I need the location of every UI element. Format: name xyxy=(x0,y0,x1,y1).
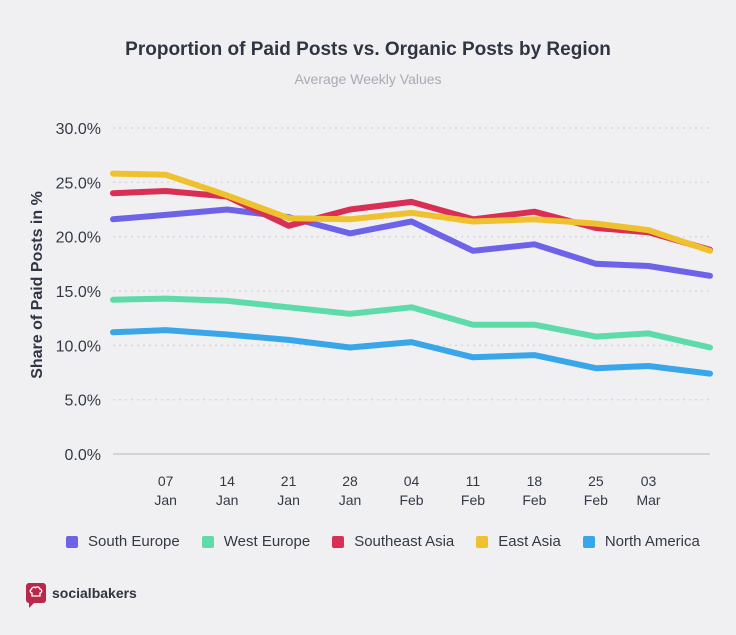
x-tick-month: Feb xyxy=(399,492,423,508)
x-axis-ticks: 07 Jan 14 Jan 21 Jan 28 Jan 04 Feb 11 Feb 18 Feb 25 Feb… xyxy=(154,473,661,508)
x-tick-label: 03 Mar xyxy=(636,473,660,508)
legend-label: West Europe xyxy=(223,533,311,550)
x-tick-label: 07 Jan xyxy=(154,473,177,508)
legend-item: East Asia xyxy=(476,533,561,550)
y-tick-label: 25.0% xyxy=(56,175,101,192)
x-tick-day: 04 xyxy=(404,473,420,489)
y-axis-label: Share of Paid Posts in % xyxy=(29,191,46,379)
x-tick-day: 21 xyxy=(281,473,297,489)
series-line-east-asia xyxy=(110,170,713,254)
legend-label: Southeast Asia xyxy=(354,533,455,550)
gridlines xyxy=(113,127,710,455)
series-line-south-europe xyxy=(110,206,713,279)
y-tick-label: 5.0% xyxy=(65,393,101,410)
brand-footer: socialbakers xyxy=(26,583,137,608)
y-tick-label: 0.0% xyxy=(65,447,101,464)
legend-item: South Europe xyxy=(66,533,180,550)
x-tick-label: 04 Feb xyxy=(399,473,423,508)
chart-subtitle: Average Weekly Values xyxy=(294,71,442,87)
legend-label: East Asia xyxy=(498,533,561,550)
x-tick-label: 25 Feb xyxy=(584,473,608,508)
chart-legend: South Europe West Europe Southeast Asia Eas… xyxy=(66,533,700,550)
x-tick-month: Jan xyxy=(216,492,239,508)
legend-swatch xyxy=(582,535,595,548)
x-tick-month: Jan xyxy=(154,492,177,508)
chart-title: Proportion of Paid Posts vs. Organic Pos… xyxy=(125,39,611,60)
legend-swatch xyxy=(332,535,345,548)
y-tick-label: 20.0% xyxy=(56,230,101,247)
x-tick-label: 18 Feb xyxy=(522,473,546,508)
chef-hat-icon xyxy=(26,583,46,608)
x-tick-month: Jan xyxy=(339,492,362,508)
series-line-north-america xyxy=(110,327,713,377)
x-tick-month: Feb xyxy=(461,492,485,508)
legend-item: North America xyxy=(582,533,700,550)
series-lines xyxy=(110,170,713,377)
x-tick-day: 11 xyxy=(466,473,481,489)
x-tick-label: 14 Jan xyxy=(216,473,239,508)
x-tick-day: 07 xyxy=(158,473,174,489)
series-line-west-europe xyxy=(110,295,713,351)
legend-label: South Europe xyxy=(88,533,180,550)
x-tick-month: Mar xyxy=(636,492,660,508)
x-tick-month: Feb xyxy=(584,492,608,508)
brand-name: socialbakers xyxy=(52,585,137,601)
x-tick-label: 11 Feb xyxy=(461,473,485,508)
legend-item: Southeast Asia xyxy=(332,533,454,550)
x-tick-month: Jan xyxy=(277,492,300,508)
x-tick-day: 18 xyxy=(527,473,543,489)
y-axis-ticks: 0.0% 5.0% 10.0% 15.0% 20.0% 25.0% 30.0% xyxy=(56,121,101,464)
x-tick-month: Feb xyxy=(522,492,546,508)
legend-item: West Europe xyxy=(201,533,311,550)
x-tick-label: 28 Jan xyxy=(339,473,362,508)
series-line-southeast-asia xyxy=(110,188,713,253)
x-tick-day: 03 xyxy=(641,473,657,489)
y-tick-label: 30.0% xyxy=(56,121,101,138)
x-tick-day: 14 xyxy=(219,473,235,489)
legend-swatch xyxy=(201,535,214,548)
x-tick-day: 28 xyxy=(342,473,358,489)
legend-label: North America xyxy=(604,533,700,550)
x-tick-day: 25 xyxy=(588,473,604,489)
x-tick-label: 21 Jan xyxy=(277,473,300,508)
y-tick-label: 15.0% xyxy=(56,284,101,301)
y-tick-label: 10.0% xyxy=(56,338,101,355)
legend-swatch xyxy=(476,535,489,548)
legend-swatch xyxy=(66,535,78,548)
